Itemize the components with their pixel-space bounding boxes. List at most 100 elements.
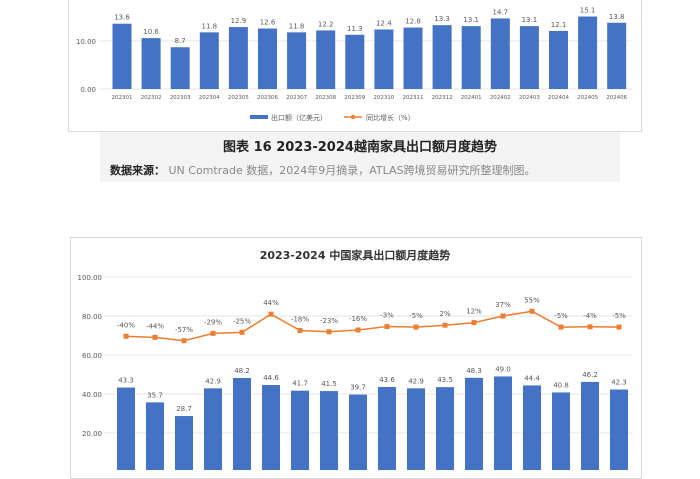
bar bbox=[233, 378, 251, 470]
growth-label: -18% bbox=[291, 315, 309, 323]
chart-title: 2023-2024 中国家具出口额月度趋势 bbox=[260, 248, 451, 262]
growth-marker bbox=[239, 329, 245, 335]
bar bbox=[403, 27, 423, 90]
x-tick-label: 202406 bbox=[606, 95, 627, 101]
bar bbox=[519, 26, 539, 89]
x-tick-label: 202303 bbox=[170, 95, 191, 101]
growth-line bbox=[125, 310, 620, 342]
y-tick-label: 100.00 bbox=[78, 274, 103, 282]
bar bbox=[607, 22, 627, 89]
growth-marker bbox=[558, 324, 564, 330]
data-label: 28.7 bbox=[176, 405, 192, 413]
growth-label: -44% bbox=[146, 322, 164, 330]
data-label: 12.6 bbox=[260, 19, 276, 27]
data-label: 13.1 bbox=[463, 16, 479, 24]
data-label: 48.3 bbox=[466, 367, 482, 375]
bar bbox=[610, 389, 628, 470]
legend-line-marker bbox=[350, 114, 356, 120]
data-label: 41.5 bbox=[321, 380, 337, 388]
growth-marker bbox=[442, 322, 448, 328]
x-tick-label: 202305 bbox=[228, 95, 249, 101]
legend-label: 出口额（亿美元） bbox=[271, 113, 327, 122]
x-tick-label: 202302 bbox=[141, 95, 162, 101]
bar bbox=[117, 387, 135, 470]
caption-source: 数据来源： UN Comtrade 数据，2024年9月摘录，ATLAS跨境贸易… bbox=[110, 162, 536, 178]
data-label: 42.9 bbox=[205, 377, 221, 385]
data-label: 35.7 bbox=[147, 391, 163, 399]
x-tick-label: 202403 bbox=[519, 95, 540, 101]
growth-label: 37% bbox=[495, 301, 511, 309]
x-tick-label: 202304 bbox=[199, 95, 220, 101]
growth-label: -25% bbox=[233, 317, 251, 325]
growth-marker bbox=[413, 324, 419, 330]
bar bbox=[552, 392, 570, 470]
x-tick-label: 202312 bbox=[432, 95, 453, 101]
data-label: 40.8 bbox=[553, 381, 569, 389]
growth-marker bbox=[471, 320, 477, 326]
data-label: 13.1 bbox=[522, 16, 538, 24]
growth-marker bbox=[181, 338, 187, 344]
data-label: 41.7 bbox=[292, 380, 308, 388]
growth-marker bbox=[210, 330, 216, 336]
growth-marker bbox=[384, 324, 390, 330]
data-label: 49.0 bbox=[495, 365, 511, 373]
growth-label: -3% bbox=[380, 312, 394, 320]
bar bbox=[523, 385, 541, 470]
bar bbox=[228, 27, 248, 89]
bar bbox=[316, 30, 336, 89]
data-label: 11.3 bbox=[347, 25, 363, 33]
growth-label: 12% bbox=[466, 308, 482, 316]
data-label: 43.6 bbox=[379, 376, 395, 384]
growth-marker bbox=[355, 327, 361, 333]
data-label: 15.1 bbox=[580, 7, 596, 15]
data-label: 48.2 bbox=[234, 367, 250, 375]
caption-title: 图表 16 2023-2024越南家具出口额月度趋势 bbox=[223, 140, 497, 155]
growth-label: 44% bbox=[263, 299, 279, 307]
bar bbox=[432, 25, 452, 89]
source-text: UN Comtrade 数据，2024年9月摘录，ATLAS跨境贸易研究所整理制… bbox=[168, 164, 536, 177]
bar bbox=[320, 391, 338, 470]
data-label: 12.9 bbox=[231, 17, 247, 25]
data-label: 14.7 bbox=[493, 8, 509, 16]
growth-marker bbox=[268, 311, 274, 317]
data-label: 44.4 bbox=[524, 374, 540, 382]
bar bbox=[578, 16, 598, 89]
bar bbox=[287, 32, 307, 89]
y-tick-label: 60.00 bbox=[82, 352, 102, 360]
data-label: 12.2 bbox=[318, 20, 334, 28]
y-tick-label: 80.00 bbox=[82, 313, 102, 321]
bar bbox=[378, 386, 396, 470]
bar bbox=[349, 394, 367, 470]
bar bbox=[407, 388, 425, 470]
bar bbox=[170, 47, 190, 89]
data-label: 42.9 bbox=[408, 377, 424, 385]
growth-marker bbox=[297, 327, 303, 333]
growth-label: -5% bbox=[612, 312, 626, 320]
bar bbox=[112, 23, 132, 89]
y-tick-label: 40.00 bbox=[82, 391, 102, 399]
growth-marker bbox=[123, 333, 129, 339]
growth-label: -40% bbox=[117, 321, 135, 329]
bar bbox=[262, 385, 280, 470]
growth-label: 55% bbox=[524, 296, 540, 304]
data-label: 42.3 bbox=[611, 379, 627, 387]
bar bbox=[461, 26, 481, 89]
bar bbox=[204, 388, 222, 470]
x-tick-label: 202404 bbox=[548, 95, 569, 101]
bar bbox=[345, 34, 365, 89]
bar bbox=[146, 402, 164, 470]
growth-label: -5% bbox=[554, 312, 568, 320]
x-tick-label: 202310 bbox=[373, 95, 394, 101]
bar bbox=[258, 28, 277, 89]
x-tick-label: 202307 bbox=[286, 95, 307, 101]
bar bbox=[141, 38, 161, 89]
growth-label: 2% bbox=[439, 310, 450, 318]
bar bbox=[199, 32, 219, 89]
growth-marker bbox=[616, 324, 622, 330]
y-tick-label: 0.00 bbox=[80, 86, 96, 94]
x-tick-label: 202301 bbox=[112, 95, 133, 101]
data-label: 8.7 bbox=[175, 37, 186, 45]
legend-label: 同比增长（%） bbox=[366, 113, 415, 122]
growth-marker bbox=[326, 329, 332, 335]
